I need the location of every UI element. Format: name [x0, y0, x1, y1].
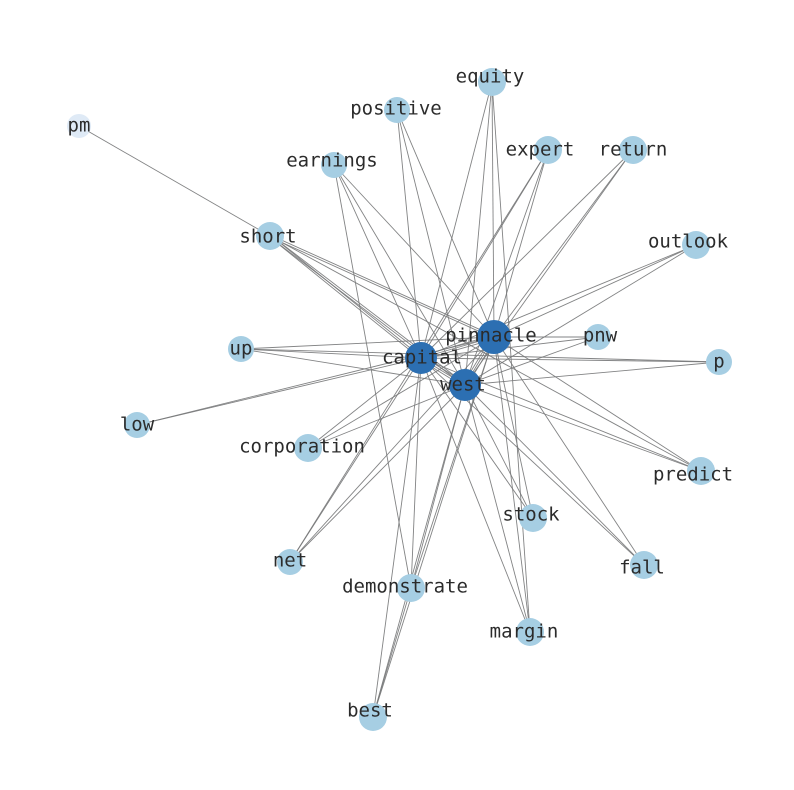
graph-node-label-margin: margin	[490, 621, 559, 643]
graph-node-low[interactable]	[124, 412, 150, 438]
graph-node-label-up: up	[230, 338, 253, 360]
graph-node-demonstrate[interactable]	[397, 574, 425, 602]
graph-node-p[interactable]	[706, 349, 732, 375]
graph-edge	[372, 357, 422, 718]
graph-node-short[interactable]	[256, 222, 284, 250]
graph-node-earnings[interactable]	[321, 152, 347, 178]
graph-node-label-demonstrate: demonstrate	[342, 576, 468, 598]
graph-edge	[420, 81, 493, 359]
graph-edge	[269, 236, 421, 360]
graph-edge	[464, 81, 493, 386]
graph-node-capital[interactable]	[405, 342, 437, 374]
graph-node-return[interactable]	[619, 136, 647, 164]
graph-node-label-pinnacle: pinnacle	[445, 325, 537, 347]
graph-edge	[396, 109, 495, 338]
graph-node-west[interactable]	[449, 369, 481, 401]
graph-node-label-short: short	[239, 226, 296, 248]
graph-edge	[464, 244, 697, 386]
graph-edge	[493, 336, 534, 519]
graph-node-pnw[interactable]	[585, 324, 611, 350]
graph-edge	[307, 336, 495, 449]
graph-edge	[289, 384, 466, 563]
graph-edge	[493, 149, 549, 338]
graph-edge	[410, 357, 422, 589]
graph-node-corporation[interactable]	[294, 434, 322, 462]
graph-node-label-predict: predict	[653, 464, 733, 486]
graph-node-label-outlook: outlook	[648, 231, 729, 253]
graph-node-equity[interactable]	[478, 68, 506, 96]
graph-edge	[269, 235, 702, 472]
graph-edge	[240, 348, 466, 386]
graph-edge	[240, 348, 422, 359]
graph-node-label-corporation: corporation	[239, 436, 365, 458]
graph-node-label-equity: equity	[456, 66, 525, 88]
graph-node-label-capital: capital	[382, 347, 462, 369]
graph-node-label-best: best	[347, 700, 393, 722]
graph-labels-layer: pm positive equity earnings expert return outl…	[68, 66, 733, 722]
graph-node-net[interactable]	[277, 549, 303, 575]
graph-node-label-earnings: earnings	[286, 150, 378, 172]
graph-edge	[493, 336, 645, 566]
graph-node-up[interactable]	[228, 336, 254, 362]
graph-node-pinnacle[interactable]	[477, 320, 511, 354]
graph-edge	[491, 81, 495, 338]
graph-node-pm[interactable]	[67, 114, 91, 138]
graph-node-stock[interactable]	[519, 504, 547, 532]
graph-edge	[420, 357, 534, 519]
graph-node-label-expert: expert	[506, 139, 575, 161]
graph-edge	[270, 234, 422, 358]
graph-edge	[333, 164, 466, 386]
graph-edge	[333, 164, 422, 359]
graph-edge	[307, 384, 466, 449]
graph-node-label-stock: stock	[502, 504, 560, 526]
graph-node-label-fall: fall	[619, 557, 665, 579]
graph-node-label-p: p	[713, 351, 724, 373]
graph-edge	[464, 336, 599, 386]
graph-edge	[493, 244, 697, 338]
graph-edge	[333, 164, 495, 338]
graph-edge	[307, 357, 422, 449]
graph-edge	[420, 149, 549, 359]
graph-node-positive[interactable]	[384, 97, 410, 123]
graph-node-predict[interactable]	[687, 457, 715, 485]
graph-node-margin[interactable]	[516, 618, 544, 646]
graph-edge	[464, 384, 645, 566]
graph-node-label-pnw: pnw	[583, 325, 618, 347]
graph-edge	[420, 357, 720, 363]
graph-edge	[270, 234, 495, 337]
graph-node-label-west: west	[440, 374, 486, 396]
graph-edge	[420, 244, 697, 359]
graph-node-fall[interactable]	[630, 551, 658, 579]
graph-edge	[464, 384, 702, 472]
graph-edge	[333, 164, 412, 589]
graph-edge	[420, 149, 634, 359]
graph-node-label-low: low	[120, 414, 155, 436]
graph-node-label-net: net	[273, 550, 307, 572]
graph-edge	[464, 384, 534, 519]
graph-edge	[464, 361, 720, 386]
graph-edge	[396, 109, 422, 359]
graph-edge	[289, 357, 422, 563]
graph-edge	[269, 236, 494, 339]
graph-edge	[372, 384, 466, 718]
graph-node-outlook[interactable]	[682, 231, 710, 259]
graph-node-label-return: return	[599, 139, 668, 161]
graph-edge	[240, 336, 495, 350]
graph-node-label-pm: pm	[68, 115, 91, 137]
graph-node-label-positive: positive	[350, 98, 442, 120]
graph-edge	[78, 125, 271, 237]
graph-node-expert[interactable]	[534, 136, 562, 164]
graph-edge	[493, 336, 531, 633]
graph-edge	[410, 336, 495, 589]
graph-edge	[493, 149, 634, 338]
graph-edge	[420, 357, 531, 633]
graph-node-best[interactable]	[359, 703, 387, 731]
graph-edge	[136, 357, 422, 426]
graph-edge	[464, 384, 531, 633]
graph-nodes-layer	[67, 68, 732, 731]
graph-edge	[420, 336, 599, 359]
graph-edge	[372, 336, 495, 718]
